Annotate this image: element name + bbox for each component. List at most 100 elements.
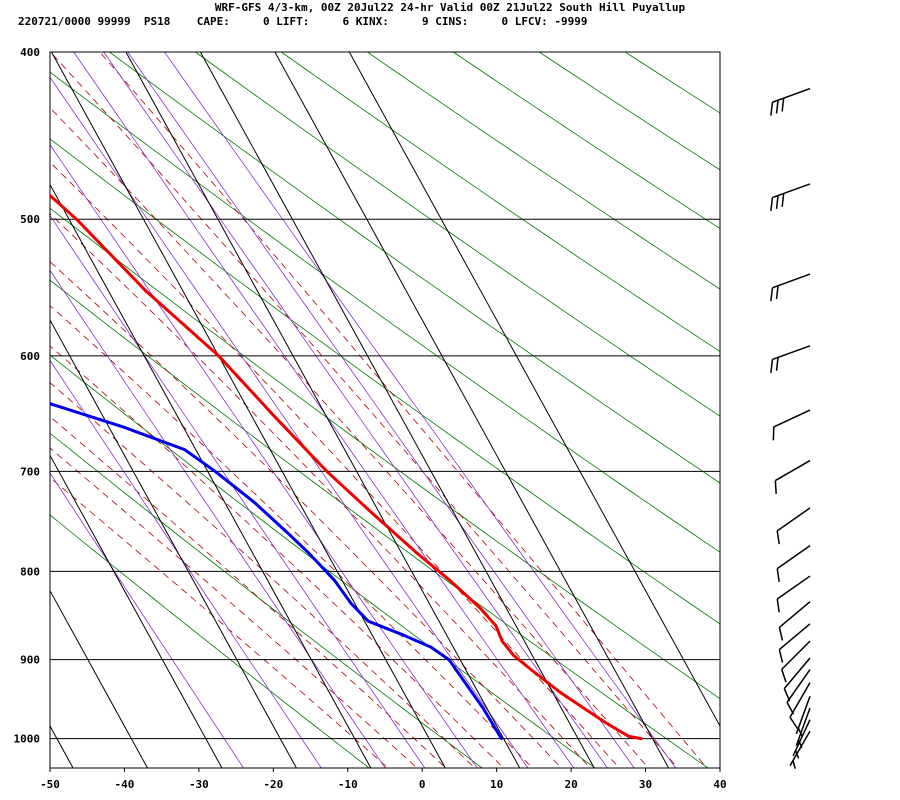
dry-adiabat-line: [108, 52, 720, 484]
wind-barb-feather: [792, 760, 796, 769]
dry-adiabat-line: [50, 138, 720, 625]
isotherm-line: [199, 52, 595, 768]
x-tick-label: -10: [338, 778, 358, 791]
x-tick-label: 0: [419, 778, 426, 791]
wind-barb-feather: [774, 480, 777, 494]
y-tick-label: 400: [20, 46, 40, 59]
mixing-ratio-line: [50, 472, 244, 768]
dry-adiabat-line: [452, 52, 720, 230]
x-tick-label: -30: [189, 778, 209, 791]
wind-barb-staff: [776, 575, 811, 600]
dry-adiabat-line: [50, 432, 483, 768]
wind-barb-staff: [773, 409, 811, 428]
wind-barb-staff: [776, 545, 811, 570]
moist-adiabat-line: [50, 382, 476, 768]
thermo-background-lines: [50, 52, 720, 768]
wind-barb-feather: [776, 598, 780, 613]
y-tick-label: 600: [20, 350, 40, 363]
dry-adiabat-line: [50, 279, 709, 768]
wind-barb-staff: [792, 719, 811, 757]
wind-barb-feather: [781, 98, 785, 112]
wind-barb-staff: [772, 87, 811, 103]
dry-adiabat-line: [194, 52, 720, 417]
wind-barb-feather: [778, 649, 784, 663]
wind-barb-staff: [795, 707, 811, 746]
wind-barb-staff: [772, 183, 811, 199]
wind-barb-feather: [776, 568, 780, 582]
dry-adiabat-line: [50, 514, 370, 768]
wind-barb-feather: [770, 197, 774, 212]
wind-barb-staff: [772, 273, 811, 289]
wind-barb-staff: [772, 345, 811, 361]
wind-barb-staff: [774, 459, 811, 482]
wind-barbs: [770, 87, 811, 769]
axis-ticks: 400 500 600 700 800 900 1000 -50 -40 -30 -20 -10 0 10…: [14, 46, 727, 791]
isotherm-line: [50, 454, 223, 768]
moist-adiabat-line: [50, 416, 447, 768]
moist-adiabat-line: [50, 213, 591, 768]
chart-title: WRF-GFS 4/3-km, 00Z 20Jul22 24-hr Valid …: [215, 1, 686, 14]
wind-barb-staff: [786, 669, 811, 703]
y-tick-label: 700: [20, 465, 40, 478]
wind-barb-feather: [797, 727, 803, 737]
y-tick-label: 800: [20, 565, 40, 578]
y-tick-label: 500: [20, 213, 40, 226]
isotherm-line: [50, 318, 297, 768]
moist-adiabat-line: [50, 107, 649, 768]
mixing-ratio-line: [50, 76, 529, 768]
mixing-ratio-line: [50, 143, 478, 768]
chart-stats-line: 220721/0000 99999 PS18 CAPE: 0 LIFT: 6 K…: [18, 15, 588, 28]
moist-adiabat-line: [50, 447, 418, 768]
wind-barb-feather: [775, 357, 779, 371]
isotherm-line: [50, 183, 372, 768]
isotherm-line: [50, 589, 148, 768]
y-tick-label: 900: [20, 654, 40, 667]
wind-barb-staff: [789, 730, 811, 767]
sounding-profiles: [50, 193, 643, 741]
plot-frame: [49, 51, 721, 769]
mixing-ratio-line: [50, 269, 386, 768]
x-tick-label: -50: [40, 778, 60, 791]
dewpoint-profile-line: [50, 401, 503, 741]
isotherm-line: [274, 52, 670, 768]
wind-barb-feather: [775, 285, 779, 300]
wind-barb-staff: [778, 601, 811, 628]
mixing-ratio-line: [127, 52, 635, 768]
wind-barb-staff: [778, 623, 811, 651]
wind-barb-feather: [770, 359, 774, 373]
dry-adiabat-line: [366, 52, 720, 290]
mixing-ratio-line: [164, 52, 677, 768]
dry-adiabat-line: [50, 71, 720, 553]
moist-adiabat-line: [50, 52, 679, 768]
mixing-ratio-line: [50, 214, 426, 768]
wind-barb-feather: [770, 287, 774, 302]
moist-adiabat-line: [99, 52, 708, 768]
wind-barb-feather: [789, 716, 799, 729]
dry-adiabat-line: [50, 354, 596, 768]
wind-barb-feather: [776, 530, 780, 545]
wind-barb-feather: [781, 669, 787, 683]
temperature-profile-line: [50, 193, 643, 741]
plot-grid: [49, 51, 721, 769]
moist-adiabat-line: [50, 345, 505, 768]
wind-barb-feather: [775, 100, 779, 114]
wind-barb-feather: [781, 193, 785, 207]
x-tick-label: -40: [115, 778, 135, 791]
x-tick-label: 30: [639, 778, 652, 791]
isotherm-line: [51, 52, 446, 768]
wind-barb-feather: [770, 102, 774, 116]
moist-adiabat-line: [50, 477, 389, 768]
isotherm-line: [348, 52, 720, 728]
isotherm-line: [125, 52, 521, 768]
x-tick-label: 10: [490, 778, 503, 791]
wind-barb-staff: [783, 657, 811, 690]
x-tick-label: 40: [713, 778, 726, 791]
x-tick-label: 20: [564, 778, 577, 791]
dry-adiabat-line: [538, 52, 720, 171]
mixing-ratio-line: [73, 52, 575, 768]
moist-adiabat-line: [50, 305, 533, 768]
x-tick-label: -20: [263, 778, 283, 791]
dry-adiabat-line: [624, 52, 720, 114]
wind-barb-staff: [781, 640, 811, 670]
